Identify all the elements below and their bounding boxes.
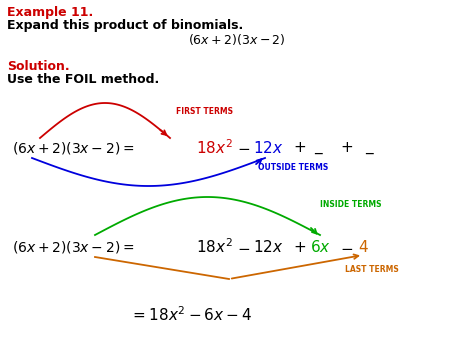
Text: Use the FOIL method.: Use the FOIL method. [7,73,159,86]
Text: Expand this product of binomials.: Expand this product of binomials. [7,19,243,32]
Text: $= 18x^2 - 6x - 4$: $= 18x^2 - 6x - 4$ [130,306,252,324]
Text: $12x$: $12x$ [253,140,283,156]
Text: $(6x + 2)(3x - 2) = $: $(6x + 2)(3x - 2) = $ [12,239,134,255]
Text: FIRST TERMS: FIRST TERMS [176,107,234,116]
Text: INSIDE TERMS: INSIDE TERMS [320,200,382,209]
Text: $6x$: $6x$ [310,239,331,255]
Text: LAST TERMS: LAST TERMS [345,265,399,274]
Text: $12x$: $12x$ [253,239,283,255]
Text: $+$: $+$ [293,141,306,155]
Text: $4$: $4$ [358,239,369,255]
Text: $+$: $+$ [340,141,353,155]
Text: $\_$: $\_$ [314,141,324,155]
Text: $-$: $-$ [340,240,353,255]
Text: $-$: $-$ [237,141,250,155]
Text: Solution.: Solution. [7,60,70,73]
Text: $-$: $-$ [237,240,250,255]
Text: $(6x + 2)(3x - 2)$: $(6x + 2)(3x - 2)$ [188,32,286,47]
Text: $+$: $+$ [293,240,306,255]
Text: $18x^2$: $18x^2$ [196,237,233,256]
Text: $(6x + 2)(3x - 2) = $: $(6x + 2)(3x - 2) = $ [12,140,134,156]
Text: $18x^2$: $18x^2$ [196,139,233,157]
Text: Example 11.: Example 11. [7,6,93,19]
Text: $\_$: $\_$ [365,141,375,155]
Text: OUTSIDE TERMS: OUTSIDE TERMS [258,163,328,172]
